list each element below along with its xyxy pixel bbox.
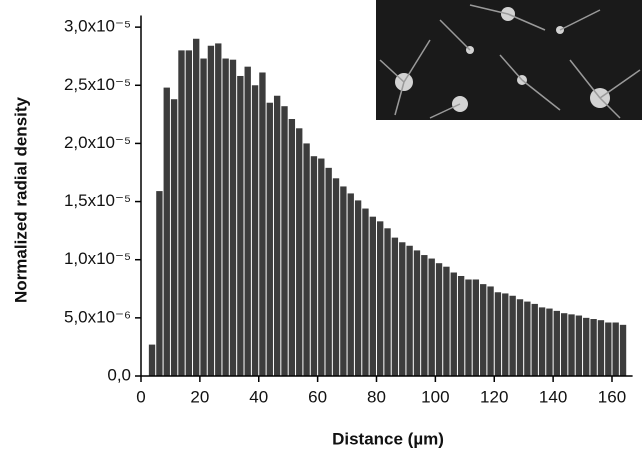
bar (494, 292, 502, 376)
bar (244, 66, 251, 377)
bar (413, 250, 421, 376)
x-axis-title: Distance (µm) (332, 429, 444, 448)
x-tick-label: 100 (421, 387, 449, 406)
inset-process (403, 39, 431, 83)
bar (472, 279, 480, 376)
bar (325, 167, 332, 376)
bar (421, 255, 428, 376)
bar (259, 72, 266, 376)
bar (281, 106, 288, 376)
bar (200, 58, 207, 377)
bar (546, 308, 553, 376)
bar (266, 102, 273, 376)
bar (332, 178, 340, 376)
bar (369, 216, 376, 376)
bar (435, 263, 443, 376)
bar (288, 118, 296, 377)
inset-process (521, 79, 561, 111)
bar (310, 156, 318, 376)
y-axis-title: Normalized radial density (11, 96, 30, 302)
y-tick-label: 1,0x10⁻⁵ (64, 249, 131, 268)
bar (193, 38, 200, 377)
bar (376, 221, 384, 376)
bar (347, 193, 354, 376)
bar (156, 191, 163, 376)
y-tick-label: 2,0x10⁻⁵ (64, 133, 131, 152)
bar (509, 295, 516, 376)
bar (222, 58, 229, 377)
bar (450, 272, 457, 376)
bar (237, 75, 244, 376)
bar (207, 45, 215, 377)
bar (597, 320, 605, 376)
bar (391, 237, 399, 376)
inset-process (507, 13, 546, 31)
bar (384, 228, 391, 376)
bar (340, 186, 347, 376)
bar (531, 303, 538, 376)
bar (553, 310, 560, 376)
bar (583, 317, 590, 376)
bar (590, 319, 597, 376)
x-tick-label: 160 (598, 387, 626, 406)
bar (575, 315, 583, 376)
bar (399, 242, 406, 376)
x-tick-label: 0 (136, 387, 145, 406)
inset-process (379, 59, 405, 83)
x-tick-label: 120 (480, 387, 508, 406)
x-tick-label: 80 (367, 387, 386, 406)
bar (406, 245, 413, 376)
bar (605, 322, 612, 376)
bar (619, 324, 627, 376)
bar (568, 314, 575, 376)
x-tick-label: 140 (539, 387, 567, 406)
bar (354, 200, 362, 376)
bar (487, 286, 494, 376)
bar (457, 275, 465, 376)
bar (318, 158, 325, 376)
inset-process (499, 54, 523, 81)
bar (465, 279, 472, 376)
bar (443, 266, 450, 376)
bar (524, 301, 531, 376)
y-tick-label: 5,0x10⁻⁶ (64, 307, 131, 326)
y-tick-label: 0,0 (107, 365, 131, 384)
bar (538, 307, 546, 376)
inset-process (559, 9, 601, 31)
bar (516, 299, 524, 376)
inset-process (599, 97, 621, 119)
inset-process (569, 59, 601, 99)
bar (296, 128, 303, 376)
inset-process (599, 69, 641, 99)
x-tick-label: 20 (190, 387, 209, 406)
bar (185, 50, 193, 377)
inset-process (439, 19, 471, 51)
y-tick-label: 1,5x10⁻⁵ (64, 191, 131, 210)
bar (480, 284, 487, 376)
y-tick-label: 2,5x10⁻⁵ (64, 75, 131, 94)
bar (215, 43, 222, 377)
bar (612, 322, 619, 376)
bar (148, 344, 156, 376)
bar (178, 50, 185, 377)
bar (560, 313, 568, 376)
bar (229, 59, 237, 377)
bar (362, 208, 369, 376)
x-tick-label: 60 (308, 387, 327, 406)
inset-process (469, 4, 509, 15)
inset-process (429, 103, 461, 119)
inset-process (394, 81, 405, 116)
bar (303, 143, 310, 376)
bar (502, 293, 509, 376)
bar (273, 95, 281, 376)
x-tick-label: 40 (249, 387, 268, 406)
bar (163, 87, 170, 376)
bar (428, 258, 435, 376)
bar (251, 85, 259, 376)
y-tick-label: 3,0x10⁻⁵ (64, 17, 131, 36)
bar (170, 99, 178, 376)
inset-image (376, 0, 642, 120)
